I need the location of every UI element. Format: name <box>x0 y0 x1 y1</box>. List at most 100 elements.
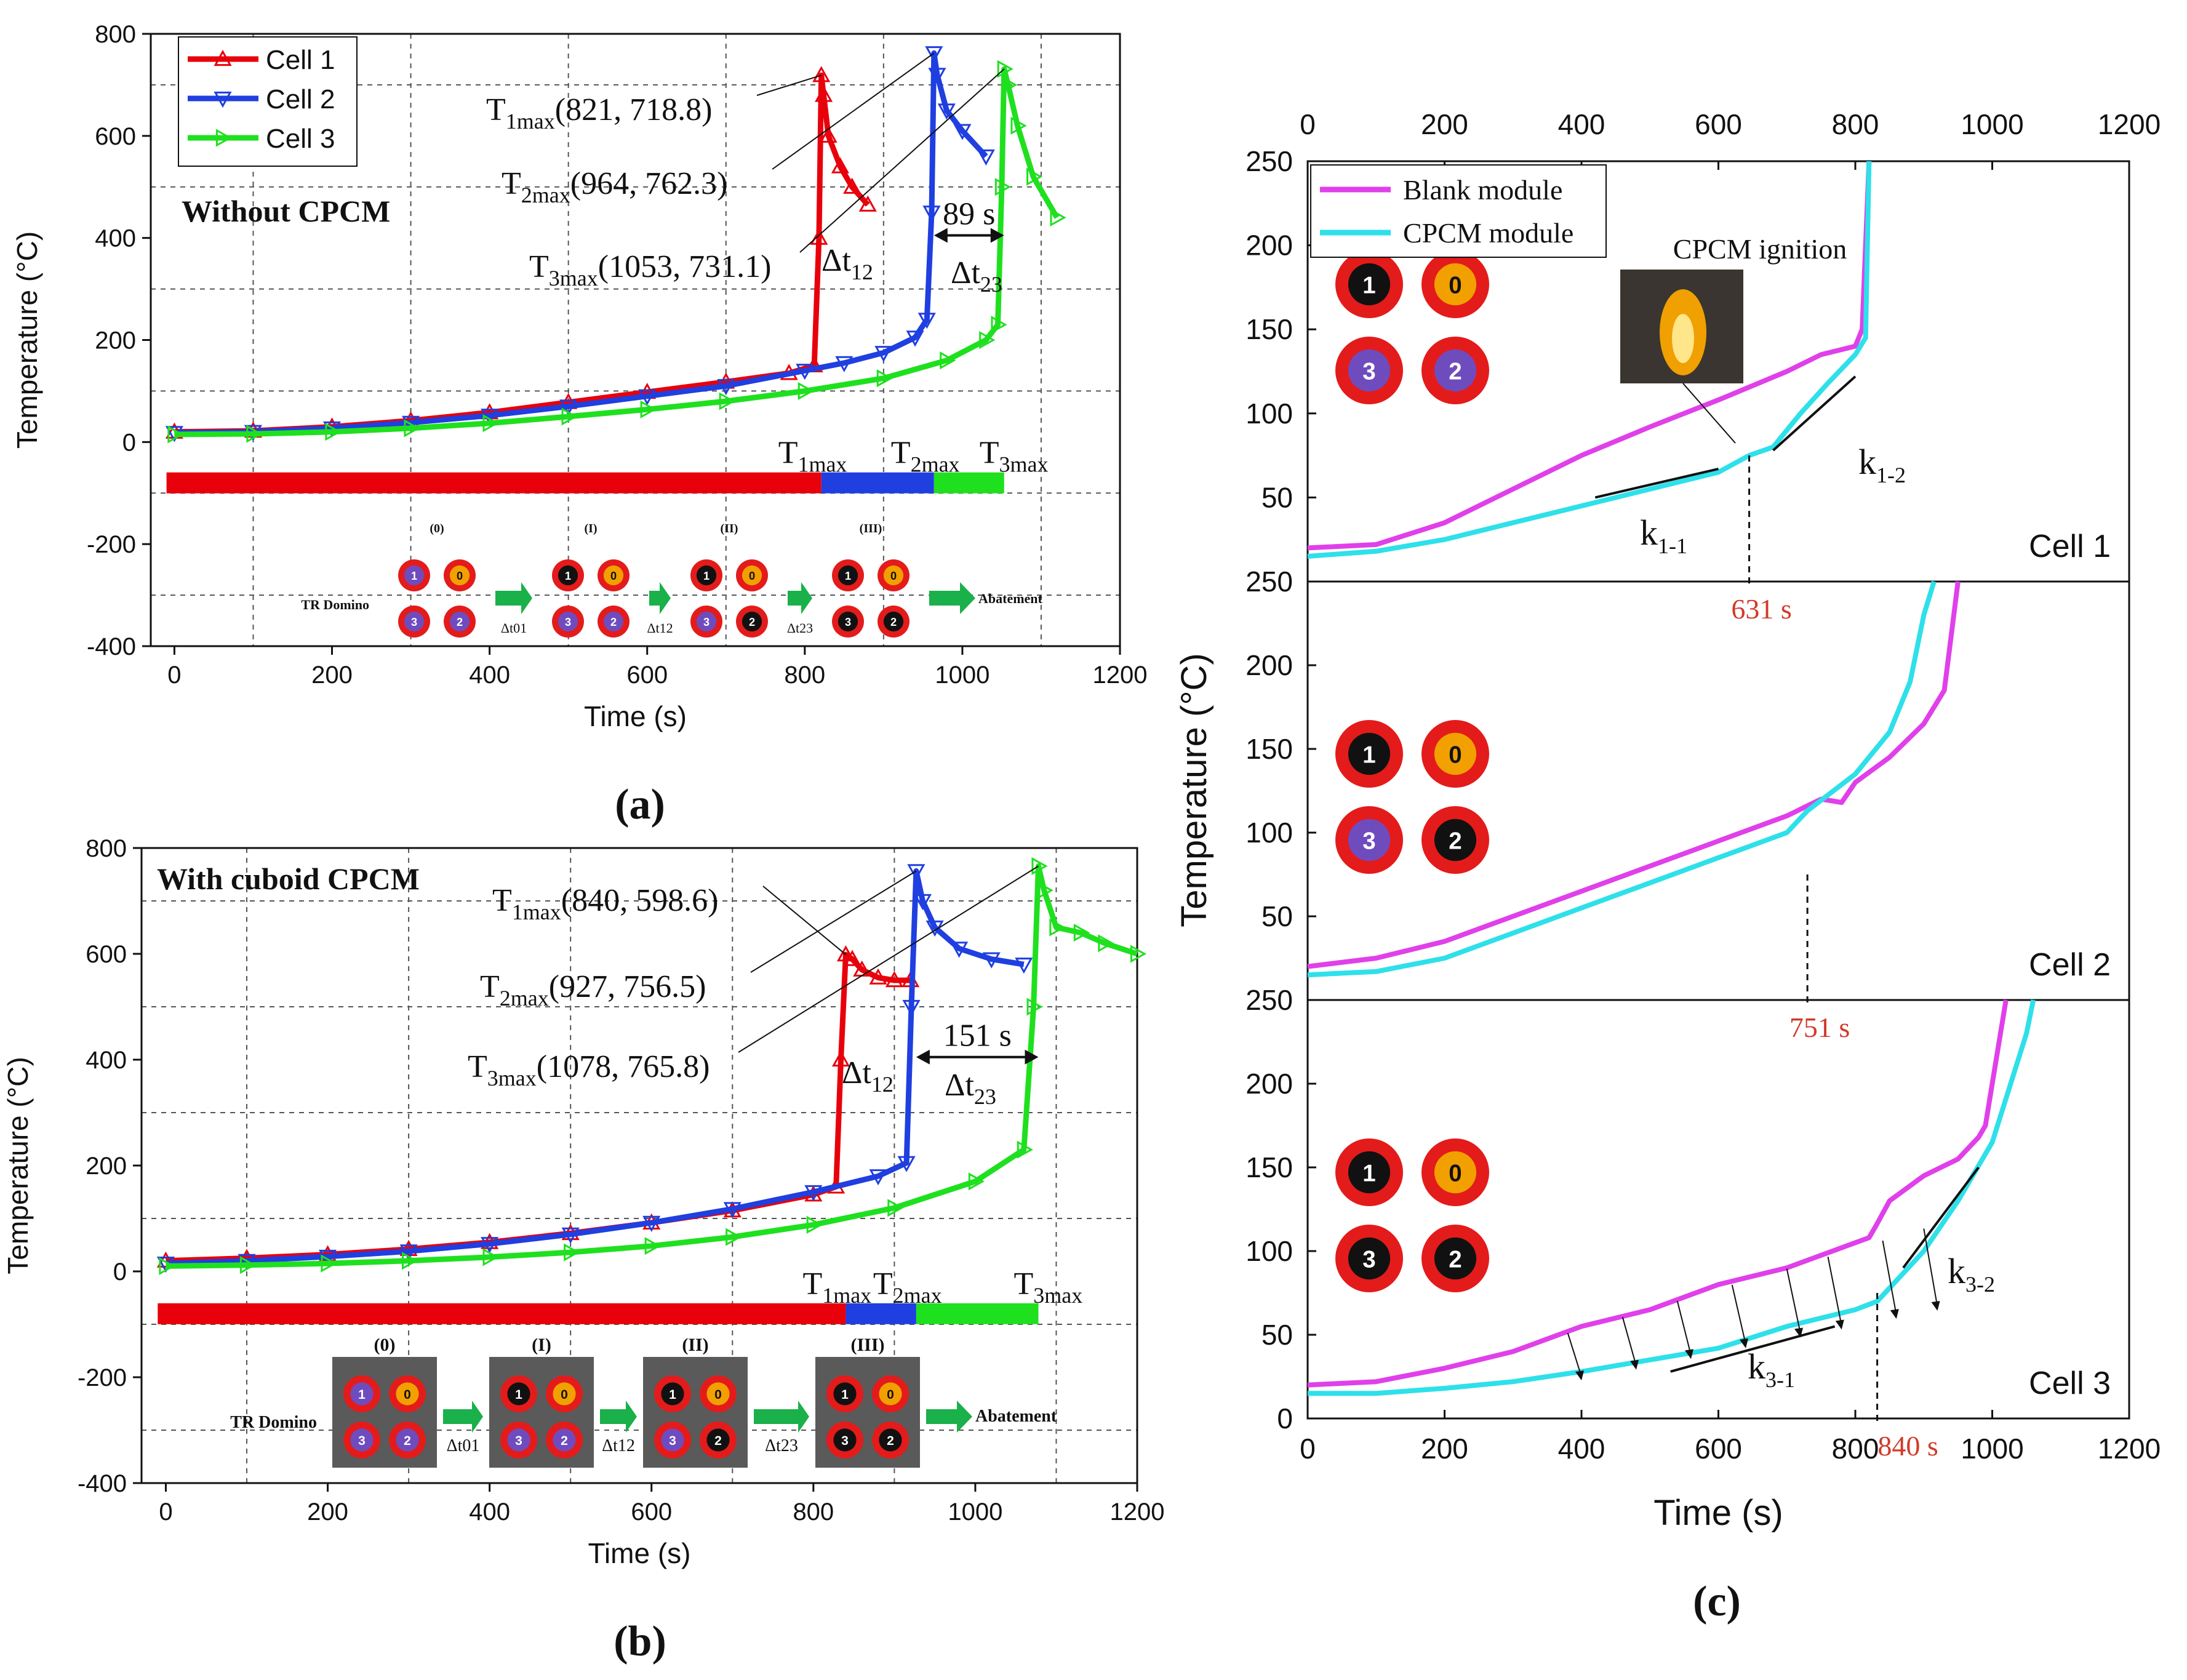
cell-label: Cell 1 <box>2029 529 2111 564</box>
chart-panel-b: 0 200 400 600 800 1000 1200-400-20002004006008… <box>2 835 1164 1569</box>
timeline-tmax-label: T1max <box>778 436 847 477</box>
cell-number: 0 <box>887 1388 894 1402</box>
y-tick-label: 150 <box>1245 1151 1293 1183</box>
data-point <box>481 1237 499 1254</box>
x-tick-label: 0 <box>1300 1433 1316 1465</box>
peak-annotation: T2max(964, 762.3) <box>502 166 727 207</box>
cell-core <box>742 565 762 586</box>
abatement-label: Abatement <box>978 591 1043 606</box>
cell-core <box>449 611 470 632</box>
legend-label: Cell 2 <box>266 84 335 114</box>
interval-label: Δt12 <box>602 1436 635 1455</box>
panel-label-b: (b) <box>614 1618 666 1665</box>
tr-domino-schematic-a: (0) 1 0 3 2 (I) 1 0 3 2 (II) 1 0 3 2 (III) 1 0 3 2 Δt01 Δt12 Δ… <box>301 522 1043 638</box>
data-point <box>902 999 921 1017</box>
cell-number: 2 <box>749 616 755 628</box>
y-tick-label: -200 <box>87 531 136 558</box>
data-point <box>719 392 735 410</box>
y-tick-label: 250 <box>1245 984 1293 1016</box>
data-point <box>836 945 855 962</box>
cell-core <box>1434 732 1477 775</box>
cell-icon: 0 <box>1421 720 1489 788</box>
cell-number: 0 <box>1449 272 1461 298</box>
data-point <box>246 425 263 443</box>
cell-number: 2 <box>404 1434 411 1448</box>
peak-leader-line <box>799 68 1005 253</box>
timeline-segment <box>158 1303 846 1324</box>
cell-number: 2 <box>1449 358 1461 385</box>
progression-arrow <box>754 1401 809 1433</box>
data-point <box>937 103 956 120</box>
slope-label: k1-1 <box>1640 513 1687 558</box>
data-point <box>869 1169 887 1186</box>
interval-label: Δt12 <box>647 620 673 636</box>
cell-number: 1 <box>1362 742 1375 768</box>
stage-label: (II) <box>682 1335 708 1355</box>
cell-core <box>1348 349 1391 392</box>
timeline-segment <box>846 1303 916 1324</box>
cell-core <box>838 565 858 586</box>
cell-number: 0 <box>610 570 617 582</box>
data-point <box>869 968 887 985</box>
data-point <box>726 1228 742 1246</box>
cell-core <box>396 1428 419 1452</box>
y-tick-label: 200 <box>1245 1068 1293 1100</box>
y-tick-label: 100 <box>1245 398 1293 430</box>
interval-arrowhead <box>990 228 1004 243</box>
cell-number: 3 <box>845 616 851 628</box>
cell-core <box>396 1382 419 1406</box>
shift-arrow <box>1731 1284 1746 1345</box>
data-point <box>1015 958 1033 974</box>
legend: Blank module CPCM module <box>1310 164 1607 258</box>
cell-number: 0 <box>714 1388 722 1402</box>
x-axis-label: Time (s) <box>584 700 687 732</box>
cell-icon: 3 <box>832 606 864 638</box>
cell-number: 0 <box>457 570 463 582</box>
data-point <box>925 46 943 63</box>
panel-label-a: (a) <box>615 781 665 828</box>
cell-icon: 2 <box>736 606 768 638</box>
data-point <box>876 369 893 388</box>
y-tick-label: 600 <box>86 941 127 968</box>
cell-icon: 1 <box>690 559 722 591</box>
cell-number: 2 <box>1449 1246 1461 1273</box>
transition-time: 840 s <box>1877 1430 1938 1462</box>
data-point <box>804 1185 823 1202</box>
cell-icon: 2 <box>1421 806 1489 874</box>
series-line-cpcm-module <box>1308 999 2036 1396</box>
x-tick-label: 200 <box>1421 1433 1468 1465</box>
legend-label: Blank module <box>1403 174 1562 206</box>
cell-icon: 1 <box>1335 250 1403 318</box>
x-tick-label-top: 1000 <box>1961 108 2023 140</box>
abatement-arrow <box>926 1401 972 1433</box>
timeline-segment <box>934 472 1004 494</box>
series-line-blank-module <box>1307 161 1872 551</box>
x-tick-label-top: 600 <box>1695 108 1742 140</box>
subplot-cell-2: 50 100 150 200 250 751 s Cell 2 1 0 3 2 <box>1245 566 2130 1043</box>
interval-label: Δt23 <box>765 1436 798 1455</box>
series-line-cell-3 <box>166 863 1138 1269</box>
x-tick-label-top: 400 <box>1558 108 1605 140</box>
x-tick-label: 200 <box>311 662 353 689</box>
cell-number: 3 <box>669 1434 676 1448</box>
y-tick-label: 250 <box>1245 566 1293 598</box>
data-point <box>982 952 1001 969</box>
cell-core <box>1434 1237 1477 1280</box>
data-point <box>968 1172 985 1191</box>
x-tick-label: 1000 <box>948 1498 1002 1526</box>
data-point <box>401 1252 418 1270</box>
cell-core <box>879 1382 902 1406</box>
cell-icon: 3 <box>343 1422 380 1458</box>
peak-leader-line <box>772 52 935 170</box>
data-point <box>1037 881 1054 900</box>
cell-number: 1 <box>1362 1160 1375 1186</box>
shift-arrowhead <box>1740 1338 1748 1348</box>
cell-icon: 0 <box>444 559 476 591</box>
cell-icon: 0 <box>1421 250 1489 318</box>
cell-icon: 1 <box>832 559 864 591</box>
y-tick-label: 100 <box>1245 817 1293 849</box>
cell-core <box>404 611 425 632</box>
peak-annotation: T3max(1053, 731.1) <box>529 249 771 290</box>
cell-icon: 2 <box>878 606 910 638</box>
